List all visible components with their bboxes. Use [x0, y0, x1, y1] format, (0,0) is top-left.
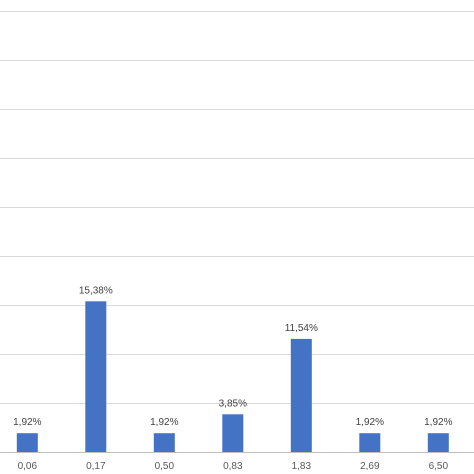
- bar-5: [359, 433, 381, 452]
- data-label-3: 3,85%: [219, 398, 247, 409]
- bar-0: [16, 433, 38, 452]
- x-tick-label-6: 6,50: [429, 461, 449, 472]
- bar-4: [290, 338, 312, 452]
- data-label-5: 1,92%: [356, 417, 384, 428]
- x-tick-label-3: 0,83: [223, 461, 243, 472]
- x-tick-label-1: 0,17: [86, 461, 106, 472]
- data-label-2: 1,92%: [150, 417, 178, 428]
- x-tick-label-2: 0,50: [155, 461, 175, 472]
- x-tick-label-0: 0,06: [18, 461, 38, 472]
- x-axis-ticks: 0,06 0,17 0,50 0,83 1,83 2,69 6,50: [18, 461, 449, 472]
- data-label-4: 11,54%: [285, 323, 318, 334]
- data-label-1: 15,38%: [79, 285, 113, 296]
- data-labels: 1,92% 15,38% 1,92% 3,85% 11,54% 1,92% 1,92%: [13, 285, 452, 428]
- x-tick-label-4: 1,83: [292, 461, 312, 472]
- bar-3: [222, 414, 244, 452]
- bar-2: [153, 433, 175, 452]
- x-tick-label-5: 2,69: [360, 461, 380, 472]
- bar-6: [427, 433, 449, 452]
- bar-1: [85, 301, 107, 452]
- data-label-6: 1,92%: [424, 417, 452, 428]
- data-label-0: 1,92%: [13, 417, 41, 428]
- gridlines: [0, 11, 474, 453]
- bars: [16, 301, 449, 452]
